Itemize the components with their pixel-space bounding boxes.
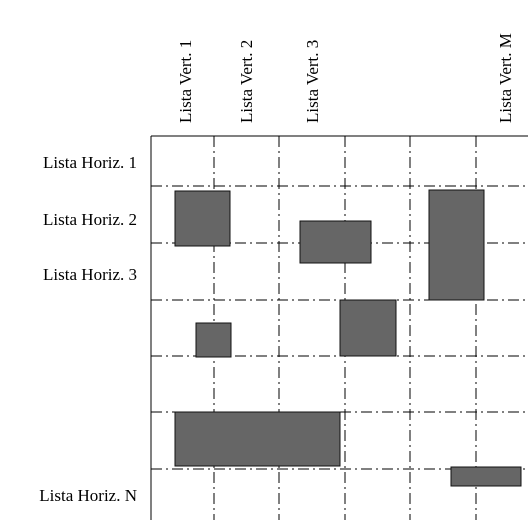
row-label-2: Lista Horiz. 2 [43, 210, 137, 229]
block-7 [450, 466, 522, 487]
block-4 [195, 322, 232, 358]
column-label-2: Lista Vert. 2 [237, 40, 256, 123]
column-label-3: Lista Vert. 3 [303, 40, 322, 123]
blocks [174, 189, 522, 487]
row-label-n: Lista Horiz. N [39, 486, 137, 505]
row-label-1: Lista Horiz. 1 [43, 153, 137, 172]
column-label-m: Lista Vert. M [496, 33, 515, 123]
block-2 [299, 220, 372, 264]
column-label-1: Lista Vert. 1 [176, 40, 195, 123]
block-6 [174, 411, 341, 467]
row-label-3: Lista Horiz. 3 [43, 265, 137, 284]
block-1 [174, 190, 231, 247]
block-5 [339, 299, 397, 357]
block-3 [428, 189, 485, 301]
